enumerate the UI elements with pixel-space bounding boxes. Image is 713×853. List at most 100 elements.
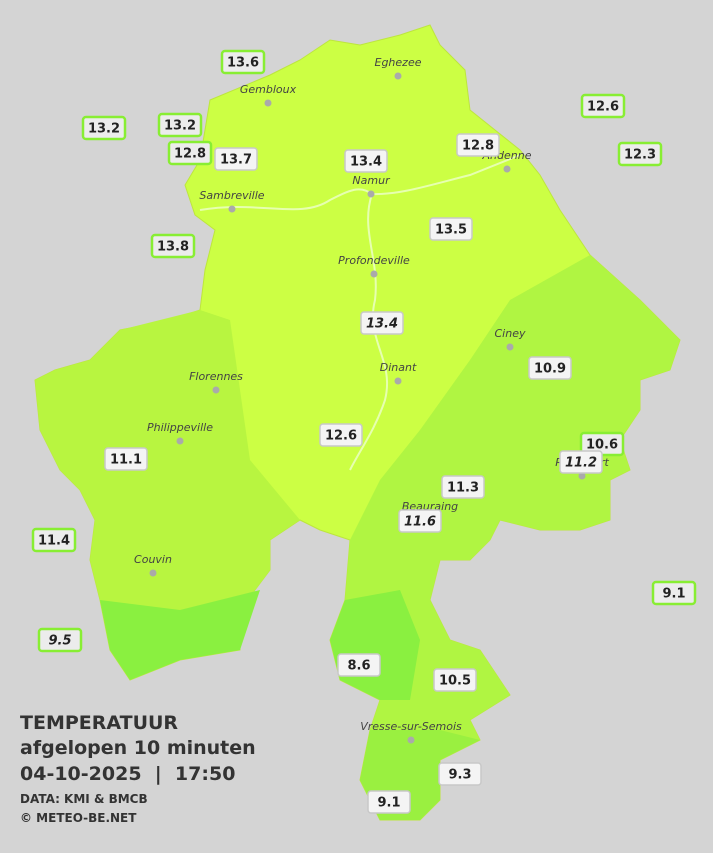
station-value: 13.4 xyxy=(366,317,398,332)
city-label: Vresse-sur-Semois xyxy=(360,720,462,733)
river-sambre-meuse xyxy=(199,154,521,211)
station-value: 12.6 xyxy=(325,429,357,444)
station-value: 13.2 xyxy=(88,122,120,137)
station: 12.6 xyxy=(580,93,626,119)
city-dot xyxy=(264,99,272,107)
station: 13.4 xyxy=(360,311,404,335)
station-box xyxy=(214,147,258,171)
station: 13.8 xyxy=(150,233,196,259)
station-value: 10.6 xyxy=(586,438,618,453)
city-dot xyxy=(228,205,236,213)
station: 12.6 xyxy=(319,423,363,447)
station-value: 9.3 xyxy=(448,768,471,783)
station-value: 12.8 xyxy=(462,139,494,154)
station: 13.7 xyxy=(214,147,258,171)
city-label: Eghezee xyxy=(375,56,422,69)
city-dot xyxy=(503,165,511,173)
city-label: Gembloux xyxy=(240,83,297,96)
station-box xyxy=(104,447,148,471)
station: 8.6 xyxy=(337,653,381,677)
station-box xyxy=(360,311,404,335)
station: 13.5 xyxy=(429,217,473,241)
city-dot xyxy=(394,72,402,80)
city-dot xyxy=(176,437,184,445)
station: 13.6 xyxy=(220,49,266,75)
station-value: 10.9 xyxy=(534,362,566,377)
station-value: 11.1 xyxy=(110,453,142,468)
station: 9.3 xyxy=(438,762,482,786)
station: 9.1 xyxy=(367,790,411,814)
station: 11.1 xyxy=(104,447,148,471)
station-value: 10.5 xyxy=(439,674,471,689)
station-box xyxy=(441,475,485,499)
city-dot xyxy=(506,343,514,351)
city-label: Dinant xyxy=(380,361,417,374)
station-value: 12.6 xyxy=(587,100,619,115)
station-value: 11.6 xyxy=(404,515,436,530)
station-value: 9.1 xyxy=(662,587,685,602)
legend-title: TEMPERATUUR xyxy=(20,712,179,734)
station-box xyxy=(337,653,381,677)
city-dot xyxy=(394,377,402,385)
station-box xyxy=(157,112,203,138)
station: 10.6 xyxy=(579,431,625,457)
station: 10.5 xyxy=(433,668,477,692)
station-value: 11.3 xyxy=(447,481,479,496)
station-box xyxy=(528,356,572,380)
city-dot xyxy=(578,472,586,480)
station: 13.2 xyxy=(157,112,203,138)
station-value: 13.6 xyxy=(227,56,259,71)
station-box xyxy=(220,49,266,75)
station: 12.8 xyxy=(456,133,500,157)
station-box xyxy=(398,509,442,533)
station-value: 13.2 xyxy=(164,119,196,134)
station: 12.8 xyxy=(167,140,213,166)
city-label: Profondeville xyxy=(338,254,410,267)
station-box xyxy=(456,133,500,157)
city-dot xyxy=(370,270,378,278)
station-value: 8.6 xyxy=(347,659,370,674)
city-label: Florennes xyxy=(189,370,243,383)
station-box xyxy=(31,527,77,553)
station: 11.6 xyxy=(398,509,442,533)
city-label: Namur xyxy=(352,174,391,187)
legend-credit: © METEO-BE.NET xyxy=(20,811,137,825)
station-value: 13.7 xyxy=(220,153,252,168)
station: 13.2 xyxy=(81,115,127,141)
station: 9.1 xyxy=(651,580,697,606)
region-couvin-south xyxy=(100,590,260,680)
station: 11.2 xyxy=(559,450,603,474)
legend-subtitle: afgelopen 10 minuten xyxy=(20,737,256,759)
station-box xyxy=(617,141,663,167)
region-southeast xyxy=(330,255,680,820)
region-west xyxy=(35,310,300,680)
legend-source: DATA: KMI & BMCB xyxy=(20,792,148,806)
station-box xyxy=(167,140,213,166)
city-dot xyxy=(149,569,157,577)
station: 12.3 xyxy=(617,141,663,167)
city-label: Ciney xyxy=(495,327,526,340)
station: 13.4 xyxy=(344,149,388,173)
city-dot xyxy=(407,736,415,744)
city-label: Sambreville xyxy=(199,189,264,202)
station-value: 9.1 xyxy=(377,796,400,811)
station-box xyxy=(81,115,127,141)
station-box xyxy=(438,762,482,786)
station-box xyxy=(344,149,388,173)
station: 9.5 xyxy=(37,627,83,653)
station: 11.4 xyxy=(31,527,77,553)
legend-timestamp: 04-10-2025 | 17:50 xyxy=(20,763,236,785)
city-dot xyxy=(367,190,375,198)
station: 11.3 xyxy=(441,475,485,499)
station-value: 11.4 xyxy=(38,534,70,549)
station-box xyxy=(651,580,697,606)
station-value: 13.4 xyxy=(350,155,382,170)
station-value: 12.8 xyxy=(174,147,206,162)
station-box xyxy=(150,233,196,259)
station-value: 13.8 xyxy=(157,240,189,255)
station-box xyxy=(559,450,603,474)
station-box xyxy=(319,423,363,447)
station-box xyxy=(429,217,473,241)
